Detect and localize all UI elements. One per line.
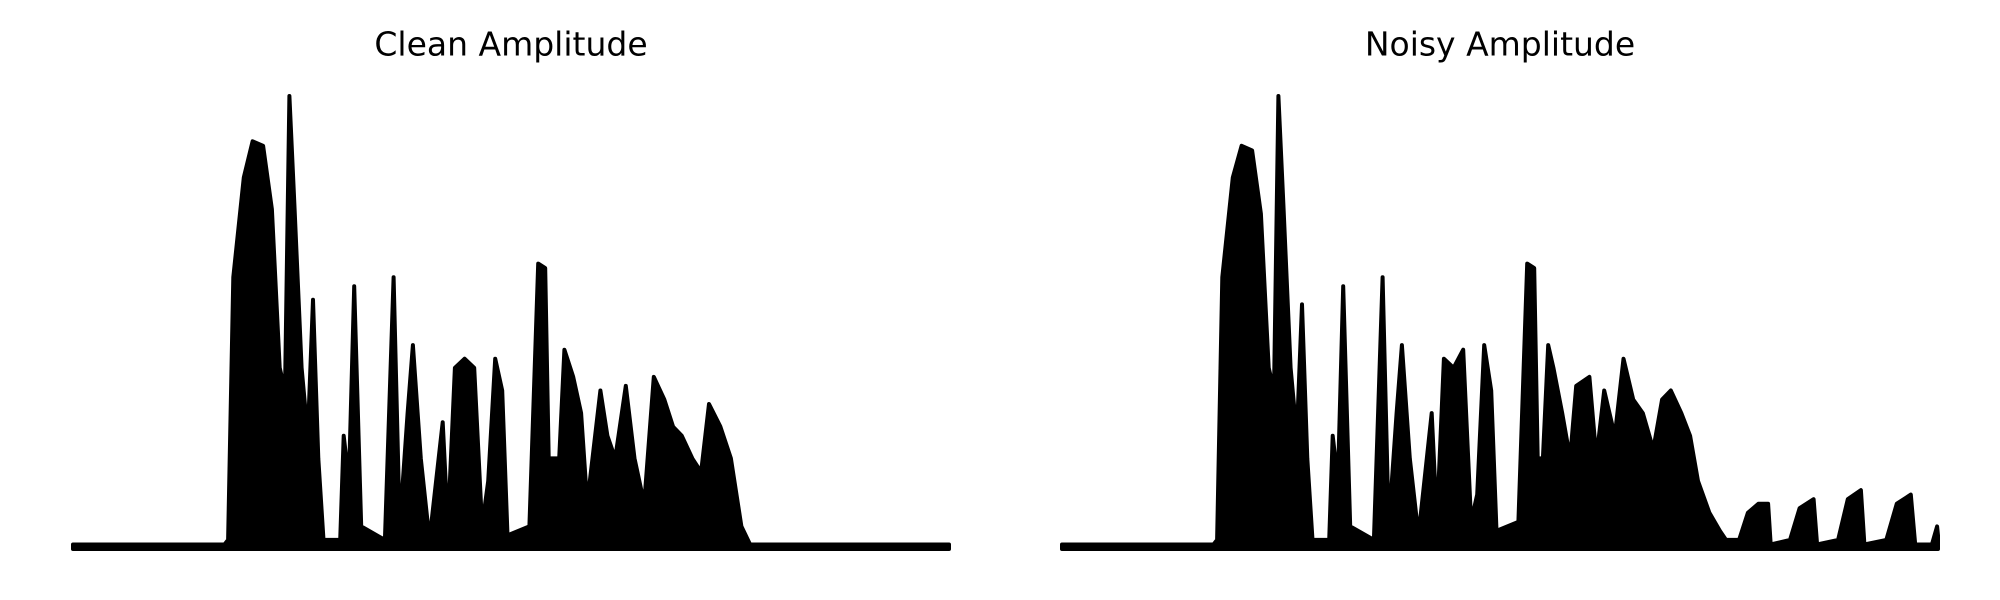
amplitude-area [1060,94,1940,551]
chart-title: Noisy Amplitude [1365,25,1635,64]
chart-title: Clean Amplitude [374,25,647,64]
amplitude-area [71,94,951,551]
